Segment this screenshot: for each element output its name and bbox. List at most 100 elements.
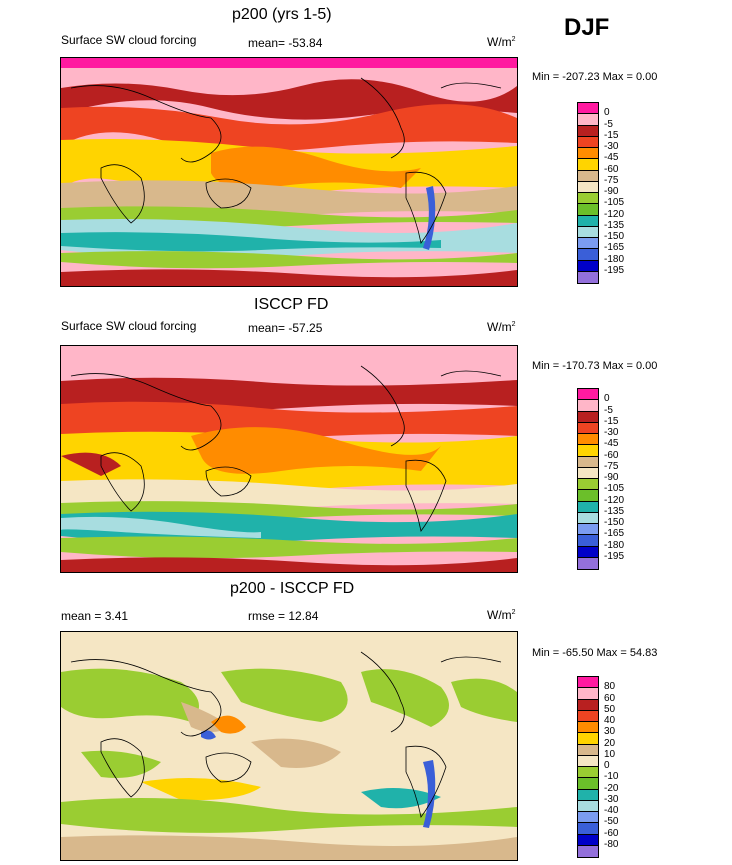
panel3-map-svg <box>61 632 517 860</box>
panel1-minmax: Min = -207.23 Max = 0.00 <box>532 71 658 83</box>
colorbar-swatch <box>578 823 598 835</box>
colorbar-swatch <box>578 845 598 857</box>
colorbar-level-label: -105 <box>604 197 625 209</box>
panel1-map <box>60 57 518 287</box>
colorbar-swatch <box>578 524 598 536</box>
colorbar-level-label: 80 <box>604 681 616 693</box>
colorbar-swatch <box>578 800 598 812</box>
panel3-mean: mean = 3.41 <box>61 609 129 623</box>
colorbar-level-label: -30 <box>604 793 619 805</box>
panel2-mean: mean= -57.25 <box>248 321 323 335</box>
colorbar-swatch <box>578 125 598 137</box>
colorbar-swatch <box>578 159 598 171</box>
colorbar-level-label: 50 <box>604 703 616 715</box>
panel1-left-label: Surface SW cloud forcing <box>61 33 197 47</box>
colorbar-level-label: -30 <box>604 141 619 152</box>
colorbar-swatch <box>578 767 598 779</box>
colorbar-level-label: -120 <box>604 208 625 220</box>
colorbar-level-label: -5 <box>604 404 613 416</box>
colorbar-swatch <box>578 422 598 434</box>
colorbar-swatch <box>578 456 598 468</box>
colorbar-level-label: -80 <box>604 838 619 850</box>
colorbar-level-label: -5 <box>604 118 613 130</box>
colorbar-swatch <box>578 688 598 700</box>
colorbar-swatch <box>578 193 598 205</box>
colorbar-level-label: -150 <box>604 231 625 242</box>
colorbar-swatch <box>578 467 598 479</box>
colorbar-swatch <box>578 490 598 502</box>
colorbar-swatch <box>578 260 598 272</box>
colorbar-level-label: 0 <box>604 107 610 119</box>
colorbar-level-label: -135 <box>604 219 625 231</box>
colorbar-swatch <box>578 170 598 182</box>
colorbar-level-label: 30 <box>604 726 616 738</box>
colorbar-level-label: -60 <box>604 449 619 461</box>
colorbar-level-label: 10 <box>604 748 616 760</box>
panel3-title: p200 - ISCCP FD <box>230 580 355 597</box>
colorbar-level-label: -75 <box>604 174 619 186</box>
colorbar-level-label: -90 <box>604 472 619 483</box>
colorbar-swatch <box>578 181 598 193</box>
colorbar-level-label: -60 <box>604 163 619 175</box>
colorbar-swatch <box>578 249 598 261</box>
colorbar-level-label: -15 <box>604 415 619 427</box>
colorbar-swatch <box>578 557 598 569</box>
panel1-title: p200 (yrs 1-5) <box>232 6 332 23</box>
colorbar-level-label: -75 <box>604 460 619 472</box>
panel2-minmax: Min = -170.73 Max = 0.00 <box>532 360 658 372</box>
panel3-units: W/m2 <box>487 608 516 622</box>
colorbar-swatch <box>578 535 598 547</box>
colorbar-level-label: -165 <box>604 528 625 540</box>
colorbar-level-label: -10 <box>604 771 619 783</box>
colorbar-swatch <box>578 411 598 423</box>
colorbar-swatch <box>578 434 598 446</box>
colorbar-level-label: -195 <box>604 264 625 276</box>
panel3-minmax: Min = -65.50 Max = 54.83 <box>532 647 658 659</box>
colorbar-level-label: -40 <box>604 805 619 816</box>
colorbar-swatch <box>578 148 598 160</box>
colorbar-level-label: -150 <box>604 517 625 528</box>
colorbar-swatch <box>578 834 598 846</box>
colorbar-swatch <box>578 103 598 115</box>
colorbar-level-label: -180 <box>604 253 625 265</box>
season-label: DJF <box>564 14 610 41</box>
colorbar-swatch <box>578 479 598 491</box>
colorbar-swatch <box>578 445 598 457</box>
colorbar-swatch <box>578 710 598 722</box>
panel3-colorbar <box>577 676 599 858</box>
colorbar-level-label: 0 <box>604 393 610 405</box>
panel1-units: W/m2 <box>487 35 516 49</box>
panel2-colorbar <box>577 388 599 570</box>
panel2-left-label: Surface SW cloud forcing <box>61 319 197 333</box>
panel2-title: ISCCP FD <box>254 296 329 313</box>
colorbar-swatch <box>578 812 598 824</box>
colorbar-level-label: -195 <box>604 550 625 562</box>
panel3-map <box>60 631 518 861</box>
colorbar-level-label: -135 <box>604 505 625 517</box>
colorbar-swatch <box>578 271 598 283</box>
panel3-rmse: rmse = 12.84 <box>248 609 319 623</box>
colorbar-swatch <box>578 546 598 558</box>
colorbar-level-label: -30 <box>604 427 619 438</box>
colorbar-level-label: -60 <box>604 827 619 839</box>
colorbar-level-label: 40 <box>604 715 616 726</box>
colorbar-swatch <box>578 226 598 238</box>
colorbar-swatch <box>578 722 598 734</box>
colorbar-swatch <box>578 215 598 227</box>
colorbar-swatch <box>578 389 598 401</box>
colorbar-level-label: -20 <box>604 782 619 794</box>
colorbar-level-label: -180 <box>604 539 625 551</box>
colorbar-level-label: -165 <box>604 242 625 254</box>
colorbar-level-label: -105 <box>604 483 625 495</box>
colorbar-level-label: -120 <box>604 494 625 506</box>
colorbar-level-label: -45 <box>604 438 619 450</box>
colorbar-swatch <box>578 512 598 524</box>
colorbar-swatch <box>578 136 598 148</box>
colorbar-swatch <box>578 677 598 689</box>
panel1-colorbar <box>577 102 599 284</box>
colorbar-swatch <box>578 114 598 126</box>
panel2-map-svg <box>61 346 517 572</box>
colorbar-level-label: -50 <box>604 816 619 828</box>
colorbar-swatch <box>578 699 598 711</box>
colorbar-level-label: -90 <box>604 186 619 197</box>
